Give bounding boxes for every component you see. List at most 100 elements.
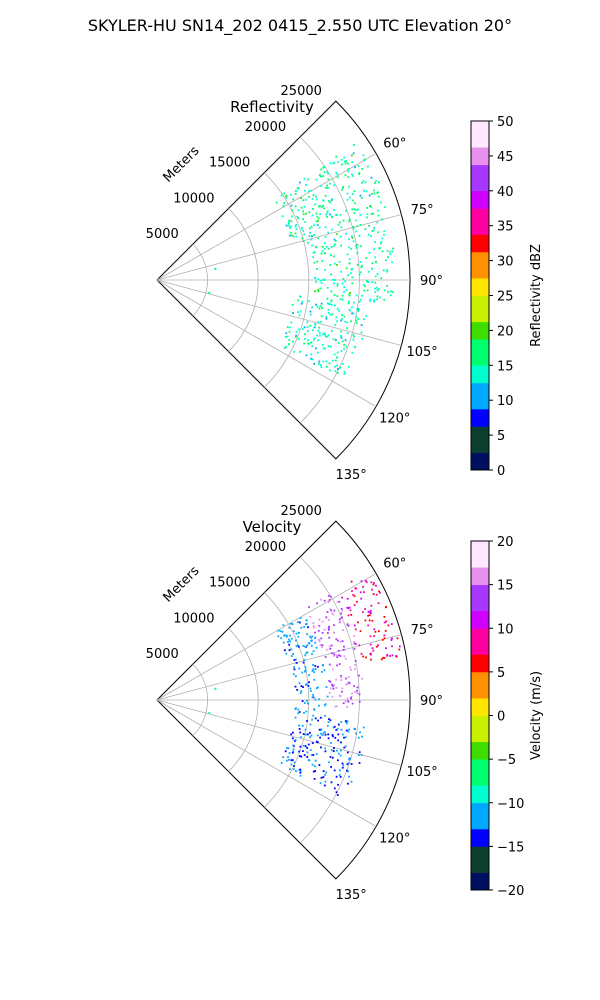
radar-gate [312, 251, 315, 254]
radar-gate [332, 750, 335, 752]
radar-gate [313, 678, 316, 681]
colorbar-segment [471, 243, 489, 253]
radar-gate [340, 158, 343, 161]
velocity-title: Velocity [243, 518, 302, 536]
radar-gate [294, 685, 297, 688]
radar-gate [292, 235, 295, 238]
radar-gate [318, 704, 320, 707]
radar-gate [318, 332, 321, 334]
radar-gate [358, 235, 361, 237]
radar-gate [292, 630, 295, 633]
radar-gate [290, 763, 293, 766]
radar-gate [367, 165, 369, 168]
radar-gate [304, 654, 307, 657]
radar-gate [288, 343, 290, 345]
radar-gate [336, 705, 338, 708]
radar-gate [364, 579, 367, 582]
radar-gate [318, 174, 321, 176]
radar-gate [289, 640, 291, 643]
radar-gate [316, 734, 319, 737]
radar-gate [329, 254, 332, 257]
colorbar-segment [471, 164, 489, 174]
radar-gate [288, 339, 291, 341]
radar-gate [357, 736, 360, 739]
radar-gate [295, 330, 298, 333]
radar-gate [284, 649, 286, 652]
radar-gate [387, 256, 389, 258]
radar-gate [341, 596, 343, 599]
radar-gate [304, 666, 307, 668]
radar-gate [374, 261, 377, 263]
radar-gate [359, 245, 362, 248]
radar-gate [301, 700, 304, 702]
radar-gate [381, 250, 384, 253]
radar-gate [312, 622, 315, 624]
radar-gate [353, 335, 355, 338]
radar-gate [360, 294, 363, 297]
radar-gate [374, 630, 377, 633]
radar-gate [333, 161, 336, 164]
radar-gate [304, 221, 307, 223]
radar-gate [329, 182, 331, 185]
radar-gate [351, 692, 353, 695]
radar-gate [368, 614, 371, 617]
radar-gate [365, 581, 368, 584]
radar-gate [290, 220, 293, 223]
radar-gate [315, 220, 318, 223]
radar-gate [386, 269, 388, 271]
radar-gate [313, 626, 316, 629]
radar-gate [280, 194, 283, 197]
radar-gate [357, 754, 360, 756]
radar-gate [309, 310, 312, 313]
radar-gate [344, 160, 346, 163]
radar-gate [305, 623, 307, 626]
radar-gate [345, 722, 348, 725]
radar-gate [282, 624, 285, 627]
radar-gate [322, 732, 325, 735]
radar-gate [294, 739, 297, 741]
radar-gate [376, 295, 379, 298]
radar-gate [336, 176, 339, 179]
colorbar-segment [471, 715, 489, 725]
radar-gate [316, 305, 319, 308]
colorbar-segment [471, 881, 489, 891]
radar-gate [340, 350, 343, 352]
radar-gate [357, 165, 360, 167]
radar-gate [356, 208, 359, 211]
colorbar-tick-label: −5 [497, 753, 516, 768]
radar-gate [292, 750, 295, 753]
radar-gate [307, 685, 310, 687]
radar-gate [356, 692, 359, 694]
radar-gate [305, 212, 307, 215]
radar-gate [332, 685, 334, 688]
radar-gate [351, 351, 354, 354]
colorbar-segment [471, 794, 489, 804]
radar-gate [326, 216, 328, 218]
radar-gate [313, 224, 316, 227]
radar-echo-outbound-mid [308, 594, 363, 708]
radar-gate [341, 314, 343, 316]
radar-gate [391, 250, 394, 253]
radar-gate [366, 216, 368, 219]
radar-gate [353, 648, 356, 650]
radar-gate [313, 708, 316, 711]
radar-gate [294, 205, 297, 208]
radial-tick-label: 5000 [146, 647, 179, 662]
radar-gate [288, 222, 290, 225]
radar-gate [358, 644, 361, 647]
radar-gate [312, 754, 315, 756]
radar-gate [309, 325, 312, 327]
radar-gate [324, 347, 326, 350]
radar-gate [331, 313, 334, 316]
colorbar-segment [471, 776, 489, 786]
radar-gate [327, 308, 330, 311]
radar-gate [336, 364, 338, 367]
radar-gate [328, 761, 330, 764]
velocity-radial-label: Meters [161, 563, 203, 605]
radar-gate [316, 602, 318, 605]
radar-gate [355, 600, 358, 603]
radar-gate [346, 751, 349, 754]
radar-gate [333, 294, 336, 296]
colorbar-tick-label: 10 [497, 622, 514, 637]
radar-gate [332, 245, 335, 248]
